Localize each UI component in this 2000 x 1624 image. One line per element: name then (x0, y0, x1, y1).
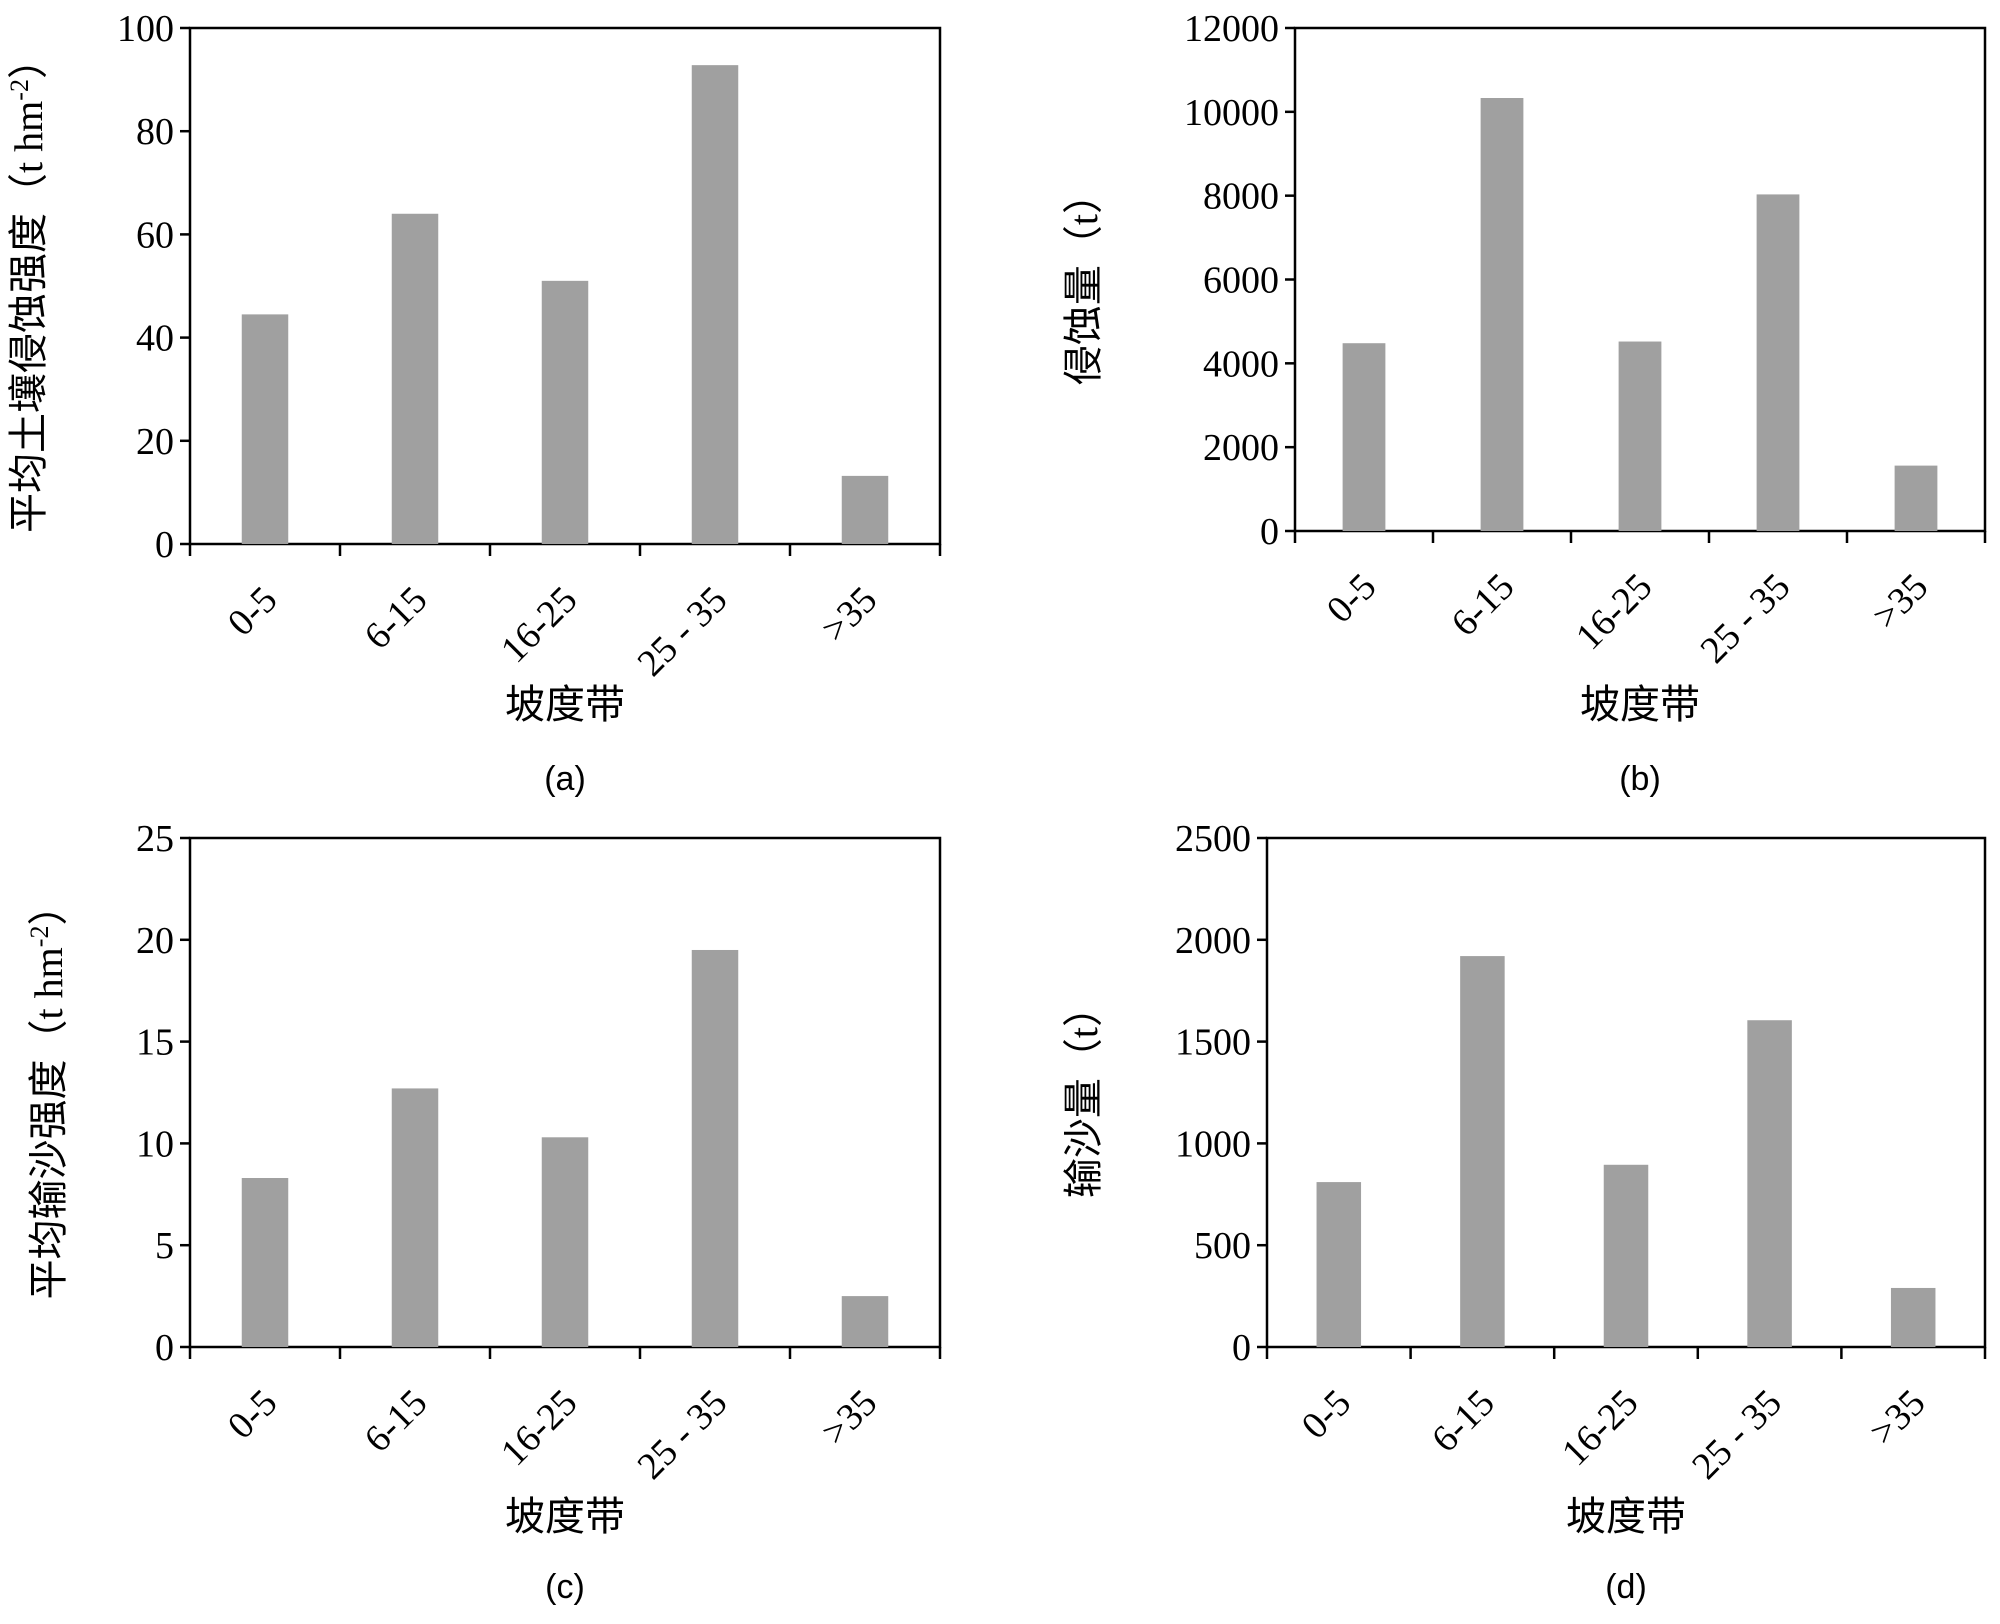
y-tick-label: 25 (136, 818, 174, 860)
y-tick-label: 0 (155, 1327, 174, 1369)
x-tick-label: 25 - 35 (1693, 566, 1799, 672)
y-tick-label: 0 (155, 524, 174, 566)
bar-4 (691, 65, 739, 544)
y-axis-title: 侵蚀量（t） (1061, 174, 1106, 385)
y-axis-title-sup: -2 (25, 926, 54, 948)
bar-5 (1890, 1287, 1936, 1347)
y-tick-label: 10 (136, 1123, 174, 1165)
y-tick-label: 4000 (1203, 343, 1279, 385)
bar-2 (1480, 98, 1524, 532)
y-tick-label: 100 (117, 8, 174, 50)
x-axis-title: 坡度带 (1580, 682, 1700, 727)
y-tick-label: 6000 (1203, 260, 1279, 302)
bar-3 (1618, 341, 1662, 531)
chart-panel-4: 0 500 1000 1500 2000 2500 0-5 6-15 16-25 25 - 35 >… (1061, 818, 1987, 1606)
y-tick-label: 15 (136, 1022, 174, 1064)
y-axis-title-main: 平均土壤侵蚀强度（t hm (6, 101, 51, 533)
y-tick-label: 1500 (1175, 1022, 1251, 1064)
panel-label: (d) (1605, 1568, 1647, 1606)
bar-5 (1894, 465, 1938, 531)
bar-3 (1603, 1164, 1649, 1347)
y-axis-title-main: 输沙量（t） (1061, 987, 1106, 1198)
bar-2 (391, 1088, 439, 1347)
y-axis-title-close: ） (6, 39, 51, 79)
chart-panel-3: 0 5 10 15 20 25 0-5 6-15 16-25 25 - 35 >35 坡度带 平均输沙强… (25, 818, 942, 1606)
x-tick-label: >35 (1862, 1382, 1934, 1454)
y-tick-label: 2000 (1175, 920, 1251, 962)
y-axis-title-sup: -2 (5, 79, 34, 101)
chart-panel-1: 0 20 40 60 80 100 0-5 6-15 16-25 25 - 35 >35 坡度带 平均土… (5, 8, 942, 798)
y-axis-title-main: 侵蚀量（t） (1061, 174, 1106, 385)
bar-2 (391, 213, 439, 544)
y-tick-label: 40 (136, 318, 174, 360)
x-tick-label: 0-5 (1319, 566, 1385, 632)
y-tick-label: 0 (1260, 511, 1279, 553)
y-tick-label: 5 (155, 1225, 174, 1267)
y-tick-label: 20 (136, 421, 174, 463)
bar-2 (1460, 956, 1505, 1347)
y-axis-title: 输沙量（t） (1061, 987, 1106, 1198)
y-tick-label: 2500 (1175, 818, 1251, 860)
x-tick-label: 6-15 (1443, 566, 1522, 645)
x-tick-label: 0-5 (1294, 1382, 1360, 1448)
x-tick-label: 6-15 (356, 1382, 435, 1461)
bar-5 (841, 475, 889, 544)
y-tick-label: 1000 (1175, 1123, 1251, 1165)
y-tick-label: 10000 (1184, 92, 1279, 134)
y-axis-title: 平均输沙强度（t hm-2） (25, 886, 71, 1300)
y-tick-label: 500 (1194, 1225, 1251, 1267)
x-tick-label: 16-25 (493, 1382, 585, 1474)
x-tick-label: 0-5 (220, 1382, 286, 1448)
bar-3 (541, 1137, 589, 1347)
y-tick-label: 2000 (1203, 427, 1279, 469)
bar-1 (1342, 343, 1386, 531)
x-tick-label: 6-15 (356, 579, 435, 658)
y-tick-label: 20 (136, 920, 174, 962)
bar-4 (691, 949, 739, 1347)
x-axis-title: 坡度带 (505, 682, 625, 727)
y-tick-label: 80 (136, 111, 174, 153)
bar-4 (1747, 1020, 1792, 1347)
x-tick-label: 6-15 (1424, 1382, 1503, 1461)
y-tick-label: 60 (136, 214, 174, 256)
bar-3 (541, 280, 589, 544)
x-tick-label: 16-25 (1568, 566, 1660, 658)
y-axis-title-main: 平均输沙强度（t hm (26, 947, 71, 1299)
chart-panel-2: 0 2000 4000 6000 8000 10000 12000 0-5 6-15 16-25 2… (1061, 8, 1987, 798)
x-axis-title: 坡度带 (1566, 1494, 1686, 1539)
y-axis-title-close: ） (26, 886, 71, 926)
x-axis-title: 坡度带 (505, 1494, 625, 1539)
panel-label: (b) (1619, 760, 1661, 798)
y-tick-label: 0 (1232, 1327, 1251, 1369)
x-tick-label: 25 - 35 (630, 1382, 736, 1488)
x-tick-label: 25 - 35 (1684, 1382, 1790, 1488)
x-tick-label: 25 - 35 (630, 579, 736, 685)
y-axis-title: 平均土壤侵蚀强度（t hm-2） (5, 39, 51, 533)
bar-4 (1756, 194, 1800, 531)
bar-1 (1316, 1182, 1362, 1347)
x-tick-label: >35 (1865, 566, 1937, 638)
y-tick-label: 8000 (1203, 176, 1279, 218)
bar-5 (841, 1296, 889, 1347)
bar-1 (241, 1178, 289, 1347)
x-tick-label: >35 (814, 579, 886, 651)
x-tick-label: 16-25 (493, 579, 585, 671)
x-tick-label: 16-25 (1554, 1382, 1646, 1474)
panel-label: (a) (544, 760, 586, 798)
x-tick-label: >35 (814, 1382, 886, 1454)
y-tick-label: 12000 (1184, 8, 1279, 50)
panel-label: (c) (545, 1568, 585, 1606)
bar-1 (241, 314, 289, 544)
x-tick-label: 0-5 (220, 579, 286, 645)
